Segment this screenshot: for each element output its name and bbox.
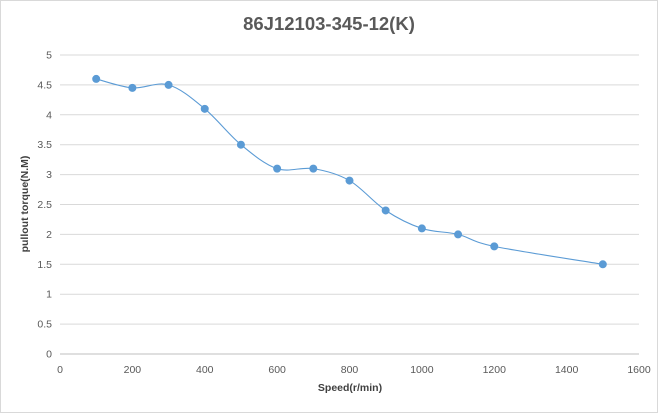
- x-tick-label: 400: [196, 364, 214, 376]
- data-point: [200, 104, 209, 113]
- data-point: [92, 74, 101, 83]
- series-layer: [92, 74, 607, 269]
- x-tick-label: 1000: [410, 364, 434, 376]
- y-tick-label: 3.5: [37, 139, 52, 151]
- data-point: [236, 140, 245, 149]
- y-tick-label: 4.5: [37, 79, 52, 91]
- y-tick-label: 2: [46, 229, 52, 241]
- y-tick-label: 0: [46, 349, 52, 361]
- data-point: [164, 80, 173, 89]
- x-tick-label: 200: [124, 364, 142, 376]
- data-point: [128, 83, 137, 92]
- data-point: [417, 224, 426, 233]
- y-tick-label: 2.5: [37, 199, 52, 211]
- y-axis-title: pullout torque(N.M): [19, 156, 31, 253]
- x-axis-title: Speed(r/min): [318, 382, 382, 394]
- x-tick-label: 0: [57, 364, 63, 376]
- data-point: [454, 230, 463, 239]
- data-point: [345, 176, 354, 185]
- y-tick-label: 1: [46, 289, 52, 301]
- data-point: [309, 164, 318, 173]
- y-tick-label: 3: [46, 169, 52, 181]
- series-line: [96, 78, 603, 265]
- grid-lines: [60, 54, 639, 355]
- x-tick-labels: 0 200 400 600 800 1000 1200 1400 1600: [57, 364, 651, 376]
- y-tick-label: 0.5: [37, 319, 52, 331]
- x-tick-label: 1400: [555, 364, 579, 376]
- x-tick-label: 600: [268, 364, 286, 376]
- data-point: [381, 206, 390, 215]
- y-tick-label: 1.5: [37, 259, 52, 271]
- y-tick-label: 4: [46, 109, 52, 121]
- x-tick-label: 1200: [483, 364, 507, 376]
- chart-title: 86J12103-345-12(K): [243, 13, 415, 34]
- x-tick-label: 1600: [627, 364, 651, 376]
- data-point: [598, 260, 607, 269]
- data-point: [273, 164, 282, 173]
- x-tick-label: 800: [341, 364, 359, 376]
- y-tick-label: 5: [46, 50, 52, 62]
- y-tick-labels: 0 0.5 1 1.5 2 2.5 3 3.5 4 4.5 5: [37, 50, 52, 361]
- data-point: [490, 242, 499, 251]
